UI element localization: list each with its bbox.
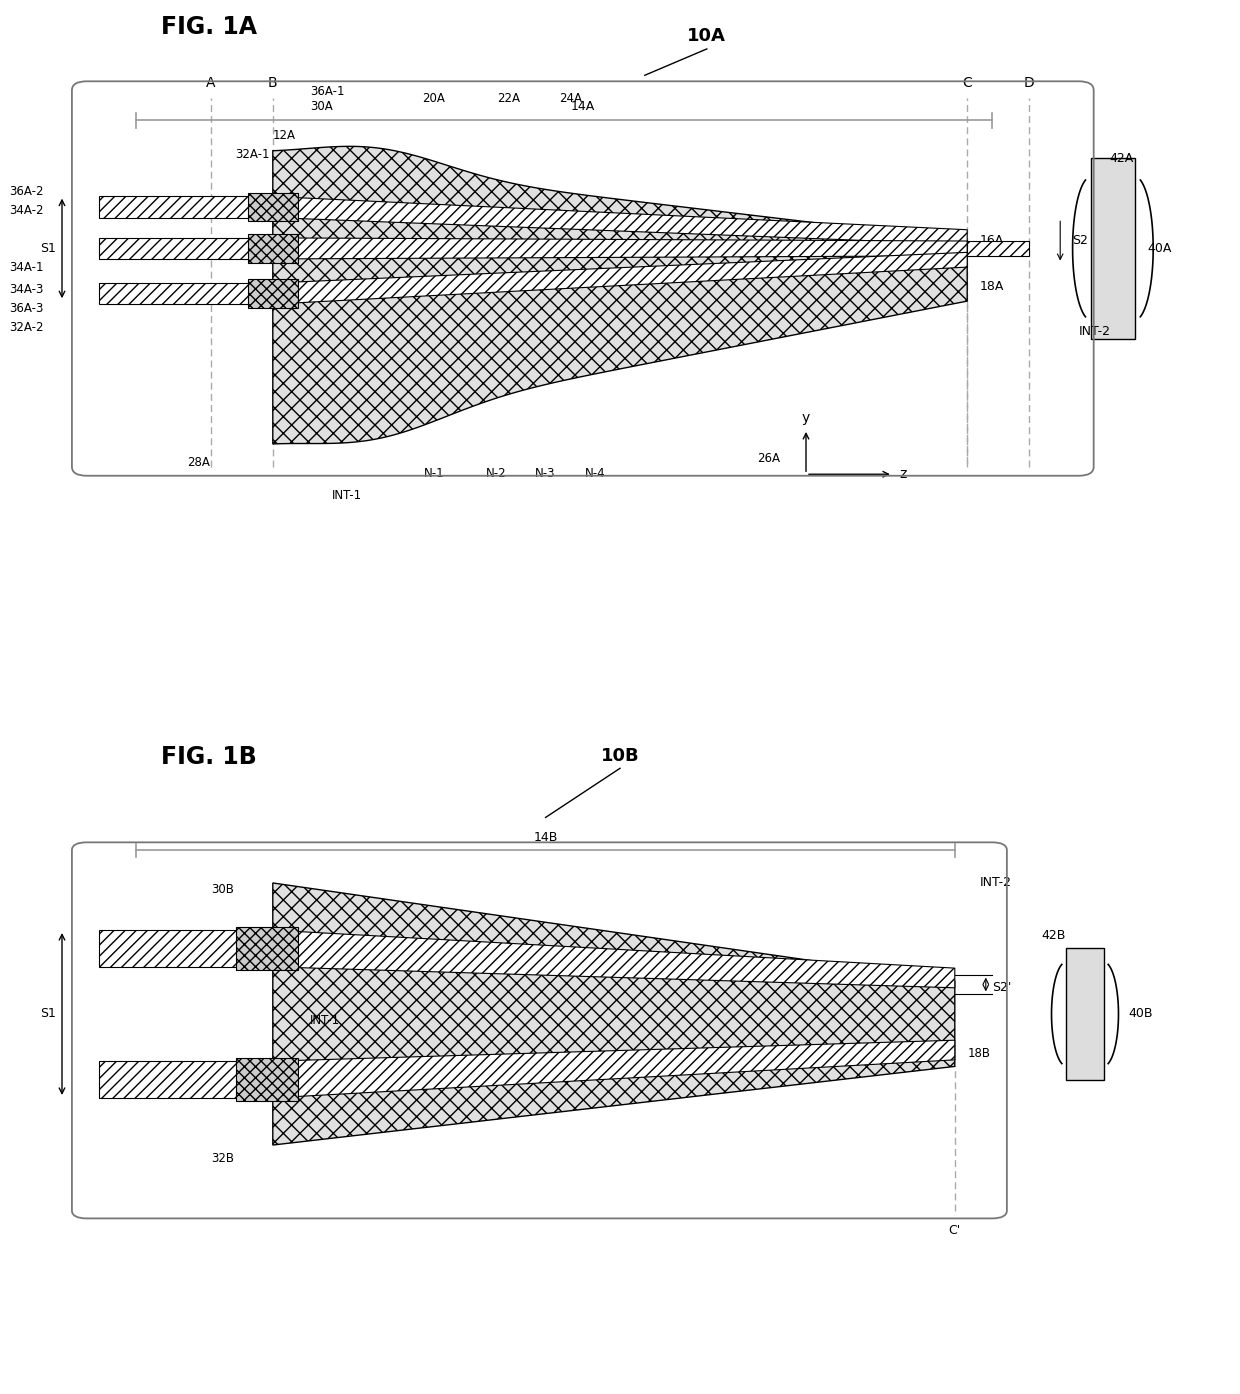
Text: S1: S1 [40, 1008, 56, 1020]
Text: 28A: 28A [187, 456, 210, 470]
Bar [1091, 158, 1135, 339]
Text: 22A: 22A [497, 92, 520, 106]
Polygon shape [99, 238, 273, 259]
Text: D: D [1024, 77, 1034, 91]
Text: 34A-1: 34A-1 [9, 261, 43, 273]
Text: 18A: 18A [980, 280, 1004, 293]
Polygon shape [99, 283, 273, 304]
Text: 14A: 14A [570, 100, 595, 113]
Text: 42A: 42A [1110, 152, 1135, 164]
Text: 14B: 14B [533, 831, 558, 843]
Text: 30A: 30A [310, 100, 332, 113]
Text: 34A-3: 34A-3 [9, 283, 43, 297]
Polygon shape [248, 279, 298, 308]
Text: N-4: N-4 [585, 467, 605, 480]
Text: y: y [802, 411, 810, 425]
Text: C': C' [949, 1224, 961, 1236]
Text: B: B [268, 77, 278, 91]
Text: 36A-2: 36A-2 [9, 185, 43, 198]
Polygon shape [273, 882, 955, 1144]
Text: 18B: 18B [967, 1047, 991, 1059]
Text: 42B: 42B [1042, 928, 1066, 942]
Polygon shape [273, 930, 955, 988]
Text: A: A [206, 77, 216, 91]
Text: 40A: 40A [1147, 243, 1172, 255]
Polygon shape [273, 146, 967, 443]
Text: 16A: 16A [980, 234, 1004, 247]
Text: 24A: 24A [559, 92, 582, 106]
Text: 32A-1: 32A-1 [236, 148, 270, 160]
Polygon shape [273, 238, 967, 259]
Text: INT-2: INT-2 [1079, 325, 1111, 337]
Text: C: C [962, 77, 972, 91]
Polygon shape [273, 197, 967, 244]
Polygon shape [99, 197, 273, 217]
Text: INT-2: INT-2 [980, 877, 1012, 889]
Text: 32A-2: 32A-2 [9, 321, 43, 335]
Polygon shape [967, 241, 1029, 256]
Text: 30B: 30B [211, 882, 233, 896]
Polygon shape [273, 1040, 955, 1098]
Text: z: z [899, 467, 906, 481]
Text: 32B: 32B [211, 1151, 234, 1164]
Text: 10A: 10A [687, 26, 727, 45]
Text: 40B: 40B [1128, 1008, 1153, 1020]
Text: INT-1: INT-1 [332, 489, 362, 502]
Polygon shape [273, 252, 967, 304]
Text: 20A: 20A [423, 92, 445, 106]
Text: S2: S2 [1073, 234, 1089, 247]
Polygon shape [99, 1061, 273, 1098]
Text: INT-1: INT-1 [310, 1013, 340, 1027]
Text: N-2: N-2 [486, 467, 506, 480]
Polygon shape [99, 930, 273, 967]
Text: S2': S2' [992, 981, 1012, 994]
Polygon shape [248, 234, 298, 262]
Text: N-1: N-1 [424, 467, 444, 480]
Text: 26A: 26A [758, 452, 780, 464]
Text: N-3: N-3 [536, 467, 556, 480]
Polygon shape [236, 927, 298, 970]
Bar [1066, 948, 1104, 1079]
Text: 36A-1: 36A-1 [310, 85, 345, 98]
Polygon shape [248, 192, 298, 222]
Text: 10B: 10B [600, 747, 640, 765]
Text: FIG. 1B: FIG. 1B [161, 746, 257, 769]
Text: 36A-3: 36A-3 [9, 302, 43, 315]
Text: S1: S1 [40, 243, 56, 255]
Text: 12A: 12A [273, 130, 296, 142]
Text: 34A-2: 34A-2 [9, 205, 43, 217]
Text: FIG. 1A: FIG. 1A [161, 15, 257, 39]
Polygon shape [236, 1058, 298, 1101]
